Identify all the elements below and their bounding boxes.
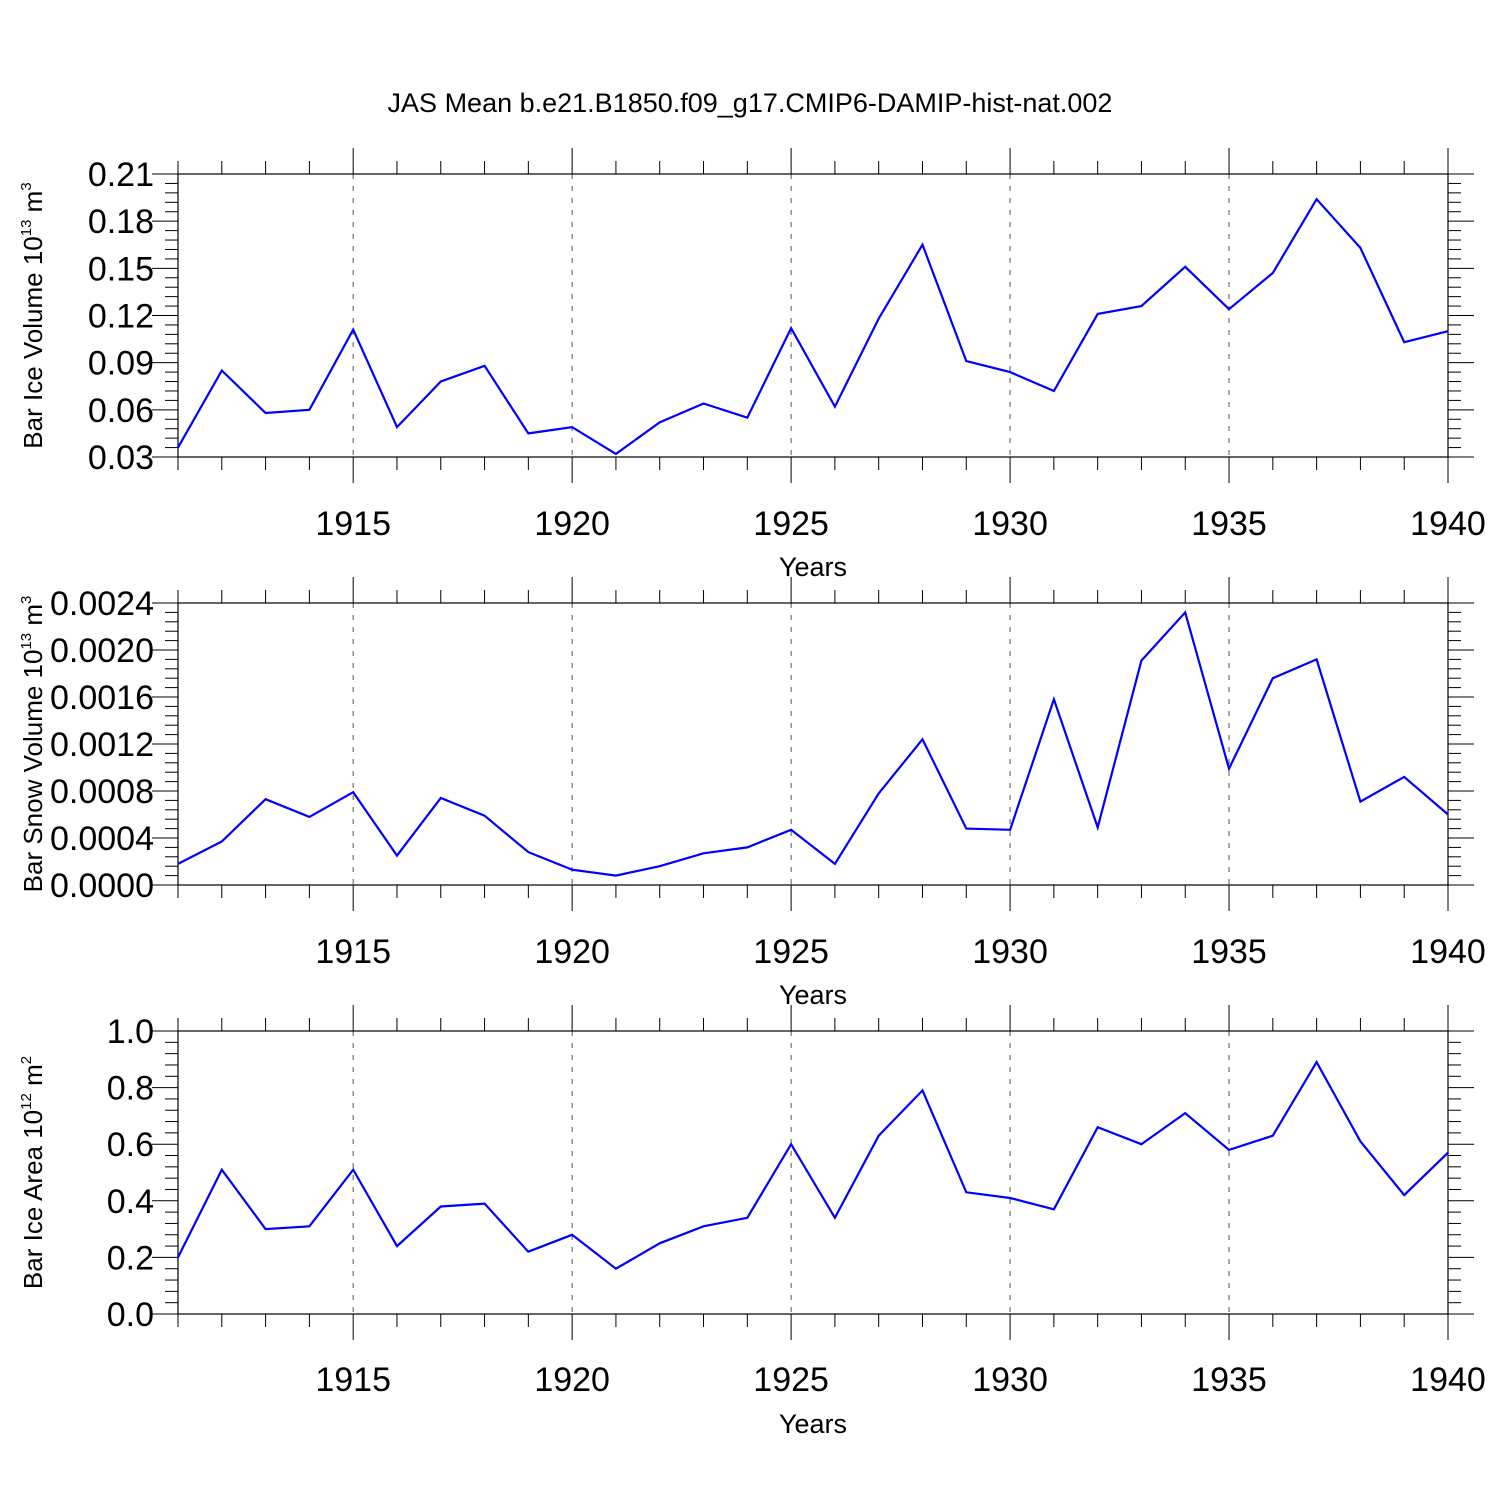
y-tick-label: 0.0000	[50, 867, 154, 905]
x-axis-label: Years	[779, 1409, 847, 1439]
x-axis-label: Years	[779, 552, 847, 582]
y-axis-label-unit-exponent: 3	[18, 596, 35, 604]
plot-frame	[177, 1030, 1449, 1315]
x-tick-label: 1925	[753, 933, 829, 971]
x-tick-label: 1920	[534, 1361, 610, 1399]
x-tick-label: 1915	[315, 1361, 391, 1399]
y-tick-label: 0.0004	[50, 820, 154, 858]
series-line	[177, 610, 1449, 877]
y-tick-label: 0.0016	[50, 679, 154, 717]
y-tick-label: 0.03	[88, 439, 154, 477]
y-axis-label: Bar Snow Volume 1013 m3	[18, 596, 48, 893]
panel-1: 0.03 0.06 0.09 0.12 0.15 0.18 0.21 1915 1920 1925…	[18, 148, 1486, 582]
panel-3: 0.0 0.2 0.4 0.6 0.8 1.0 1915 1920 1925 1930 1935 19…	[18, 1005, 1486, 1439]
y-tick-label: 0.18	[88, 203, 154, 241]
y-axis-label-unit-exponent: 2	[18, 1056, 35, 1064]
y-axis-label-main: Bar Ice Volume 10	[18, 236, 48, 448]
panel-2: 0.0000 0.0004 0.0008 0.0012 0.0016 0.0020 0.00…	[18, 577, 1486, 1010]
y-tick-label: 0.0024	[50, 585, 154, 623]
x-tick-label: 1925	[753, 505, 829, 543]
y-axis-label-main: Bar Snow Volume 10	[18, 650, 48, 893]
y-axis-label-exponent: 13	[18, 220, 35, 237]
series-line	[177, 1059, 1449, 1271]
y-tick-label: 0.0012	[50, 726, 154, 764]
y-axis-label-unit: m	[18, 604, 48, 633]
y-axis-label-unit-exponent: 3	[18, 182, 35, 190]
y-axis-label-unit: m	[18, 1064, 48, 1093]
y-axis-label: Bar Ice Volume 1013 m3	[18, 182, 48, 448]
y-axis-label-main: Bar Ice Area 10	[18, 1110, 48, 1289]
y-axis-label-exponent: 12	[18, 1093, 35, 1110]
y-tick-label: 0.12	[88, 298, 154, 336]
y-tick-label: 0.0020	[50, 632, 154, 670]
y-tick-label: 0.4	[107, 1183, 154, 1221]
x-tick-label: 1940	[1410, 505, 1486, 543]
y-tick-label: 0.21	[88, 156, 154, 194]
y-tick-label: 0.0008	[50, 773, 154, 811]
x-tick-label: 1915	[315, 505, 391, 543]
x-tick-label: 1915	[315, 933, 391, 971]
x-tick-label: 1935	[1191, 933, 1267, 971]
y-tick-label: 1.0	[107, 1013, 154, 1051]
plot-frame	[177, 173, 1449, 458]
x-tick-label: 1940	[1410, 933, 1486, 971]
x-tick-label: 1930	[972, 505, 1048, 543]
x-axis-label: Years	[779, 980, 847, 1010]
y-tick-label: 0.06	[88, 392, 154, 430]
y-axis-label-unit: m	[18, 191, 48, 220]
y-tick-label: 0.15	[88, 250, 154, 288]
y-axis-label: Bar Ice Area 1012 m2	[18, 1056, 48, 1289]
y-tick-label: 0.6	[107, 1126, 154, 1164]
x-tick-label: 1925	[753, 1361, 829, 1399]
x-tick-label: 1930	[972, 1361, 1048, 1399]
series-line	[177, 197, 1449, 456]
x-tick-label: 1920	[534, 505, 610, 543]
x-tick-label: 1935	[1191, 1361, 1267, 1399]
chart-title: JAS Mean b.e21.B1850.f09_g17.CMIP6-DAMIP…	[388, 88, 1113, 118]
y-tick-label: 0.2	[107, 1239, 154, 1277]
y-tick-label: 0.09	[88, 345, 154, 383]
x-tick-label: 1935	[1191, 505, 1267, 543]
x-tick-label: 1920	[534, 933, 610, 971]
y-tick-label: 0.8	[107, 1070, 154, 1108]
plot-frame	[177, 602, 1449, 886]
x-tick-label: 1940	[1410, 1361, 1486, 1399]
y-tick-label: 0.0	[107, 1296, 154, 1334]
y-axis-label-exponent: 13	[18, 633, 35, 650]
x-tick-label: 1930	[972, 933, 1048, 971]
